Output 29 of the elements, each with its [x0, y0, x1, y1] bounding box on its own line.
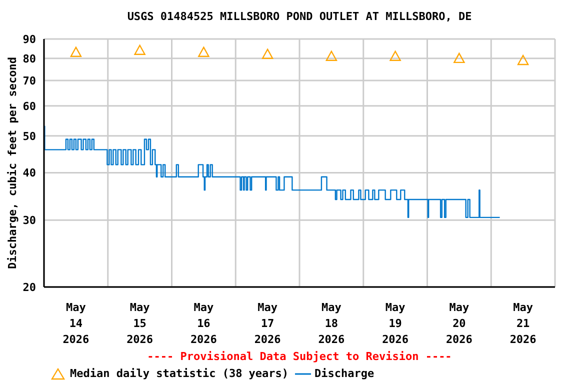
x-tick-label: May 17 2026 [254, 301, 282, 346]
y-tick-label: 80 [22, 52, 36, 66]
y-tick-label: 50 [22, 130, 36, 143]
x-tick-label: May 14 2026 [62, 301, 90, 346]
legend-label: Median daily statistic (38 years) [69, 367, 289, 380]
y-tick-label: 30 [22, 214, 36, 228]
point [517, 54, 529, 66]
x-tick-label: May 16 2026 [190, 301, 218, 346]
point [454, 52, 465, 64]
x-tick-label: May 18 2026 [318, 301, 346, 346]
y-tick-label: 40 [22, 166, 36, 180]
chart-title: USGS 01484525 MILLSBORO POND OUTLET AT MILLSBORO, DE [126, 10, 473, 23]
y-axis-title: Discharge, cubic feet per second [6, 57, 19, 269]
text: ---- Provisional Data Subject to Revision ---- [146, 350, 453, 363]
legend-label: Discharge [314, 367, 374, 380]
point [70, 46, 82, 57]
y-tick-label: 90 [22, 32, 36, 46]
point [134, 44, 146, 55]
y-tick-label: 60 [22, 100, 36, 113]
x-tick-label: May 19 2026 [382, 301, 409, 346]
x-tick-label: May 20 2026 [446, 301, 473, 346]
point [326, 50, 338, 61]
point [262, 48, 274, 59]
point [390, 50, 401, 61]
y-tick-label: 20 [22, 280, 36, 294]
x-tick-label: May 15 2026 [126, 301, 154, 346]
point [198, 46, 210, 57]
x-tick-label: May 21 2026 [510, 301, 537, 346]
y-tick-label: 70 [22, 74, 36, 88]
